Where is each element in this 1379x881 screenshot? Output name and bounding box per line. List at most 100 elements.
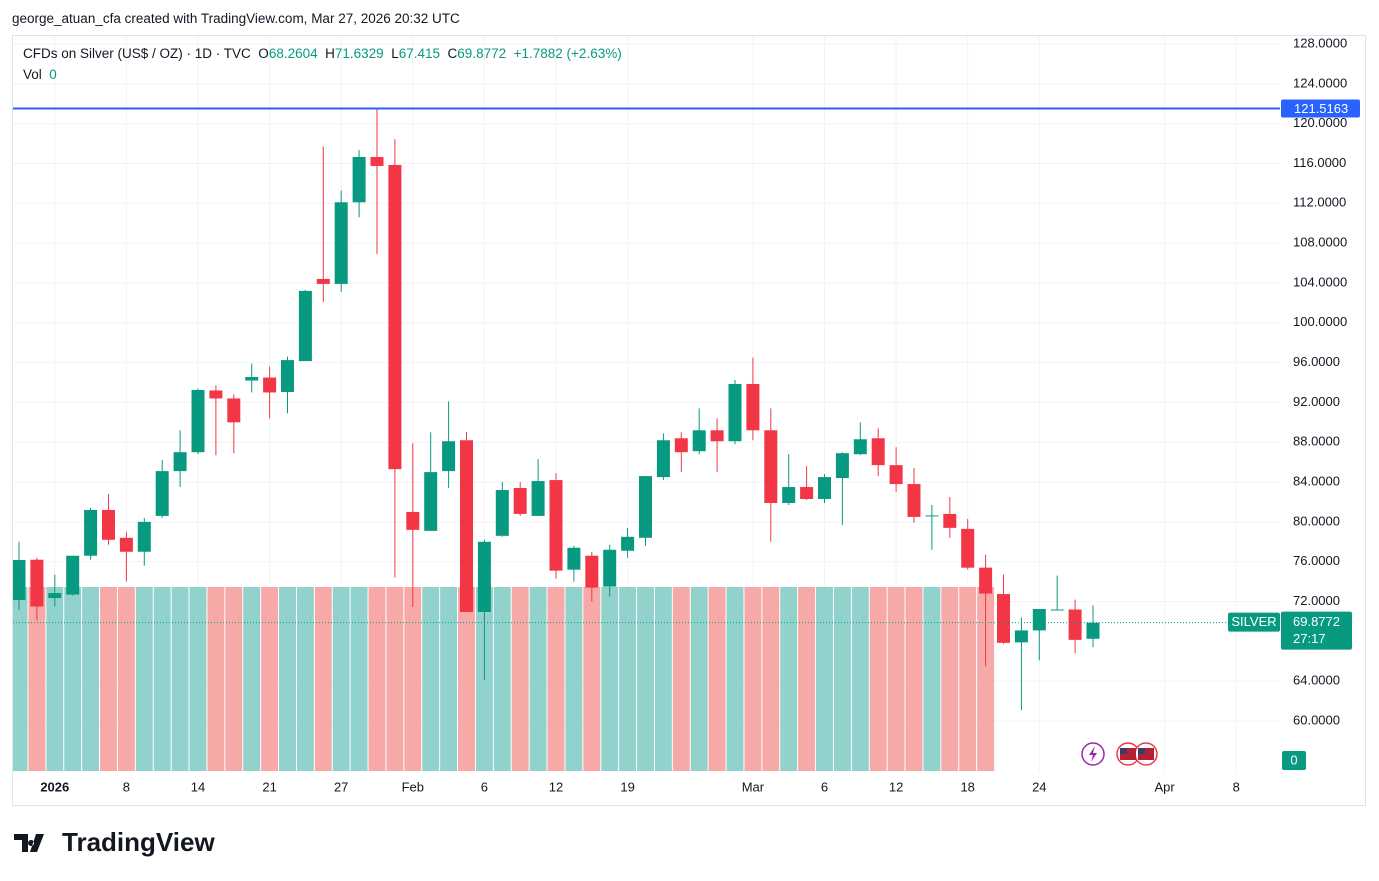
volume-bar — [619, 587, 637, 771]
title: CFDs on Silver (US$ / OZ) · 1D · TVC — [23, 46, 251, 61]
candle-body — [477, 541, 491, 612]
candle-body — [943, 513, 957, 528]
y-tick-label: 72.0000 — [1293, 593, 1340, 608]
candle-body — [531, 481, 545, 516]
candle-body — [997, 594, 1010, 643]
candle-body — [298, 290, 312, 362]
y-tick-label: 60.0000 — [1293, 712, 1340, 727]
candle-body — [442, 441, 456, 472]
ohlc-label: L — [391, 46, 399, 61]
volume-legend: Vol 0 — [23, 67, 57, 82]
x-tick-label: Apr — [1154, 779, 1175, 794]
ohlc-label: O — [258, 46, 269, 61]
candle-body — [406, 511, 420, 530]
candle-body — [871, 438, 885, 466]
volume-bar — [64, 587, 82, 771]
volume-bar — [46, 587, 64, 771]
volume-bar — [1085, 771, 1102, 772]
volume-bar — [1013, 771, 1030, 772]
symbol-box — [1228, 612, 1280, 632]
y-tick-label: 92.0000 — [1293, 394, 1340, 409]
candle-body — [173, 452, 187, 472]
volume-bar — [511, 587, 529, 771]
volume-bar — [672, 587, 690, 771]
volume-bar — [225, 587, 243, 771]
volume-bar — [637, 587, 654, 771]
volume-bar — [995, 771, 1012, 772]
x-tick-label: 2026 — [40, 779, 69, 794]
candle-body — [567, 547, 581, 570]
candle-body — [656, 440, 670, 478]
candle-body — [639, 476, 652, 538]
candle-body — [352, 157, 366, 203]
y-tick-label: 96.0000 — [1293, 354, 1340, 369]
candle-body — [1086, 622, 1100, 639]
volume-bar — [708, 587, 726, 771]
candle-body — [460, 440, 473, 612]
candle-body — [979, 567, 993, 594]
attribution: george_atuan_cfa created with TradingVie… — [12, 11, 460, 26]
volume-bar — [977, 587, 995, 771]
volume-bar — [279, 587, 296, 771]
candle-body — [48, 593, 62, 599]
ohlc-value: 67.415 — [398, 46, 441, 61]
candle-body — [853, 439, 867, 455]
volume-bar — [368, 587, 386, 771]
price-box — [1281, 611, 1352, 650]
ohlc-value: 71.6329 — [334, 46, 384, 61]
candle-body — [1068, 609, 1082, 640]
ohlc-value: 68.2604 — [268, 46, 318, 61]
x-tick-label: 12 — [549, 779, 563, 794]
candle-body — [692, 430, 706, 452]
volume-bar — [851, 587, 869, 771]
candle-body — [674, 438, 688, 453]
volume-bar — [386, 587, 404, 771]
volume-bar — [583, 587, 601, 771]
candle-body — [1050, 609, 1064, 611]
x-tick-label: 14 — [191, 779, 205, 794]
y-tick-label: 88.0000 — [1293, 434, 1340, 449]
y-tick-label: 84.0000 — [1293, 474, 1340, 489]
candle-body — [388, 164, 402, 470]
countdown: 27:17 — [1293, 631, 1326, 646]
volume-bar — [744, 587, 762, 771]
hline-label-box — [1281, 99, 1360, 118]
candle-body — [603, 549, 617, 587]
candle-body — [889, 465, 903, 485]
volume-bar — [458, 587, 475, 771]
ohlc-label: C — [447, 46, 458, 61]
y-tick-label: 116.0000 — [1293, 155, 1346, 170]
x-tick-label: 8 — [1233, 779, 1240, 794]
x-tick-label: 6 — [481, 779, 488, 794]
volume-bar — [798, 587, 816, 771]
ohlc-label: H — [325, 46, 335, 61]
candle-body — [1014, 630, 1028, 643]
volume-bar — [493, 587, 511, 771]
y-tick-label: 80.0000 — [1293, 513, 1340, 528]
candle-body — [728, 383, 742, 442]
volume-bar — [314, 587, 332, 771]
y-tick-label: 128.0000 — [1293, 35, 1347, 50]
candle-body — [263, 377, 277, 393]
candle-body — [424, 472, 438, 531]
y-tick-label: 124.0000 — [1293, 75, 1347, 90]
logo: TradingView — [14, 827, 215, 857]
candle-body — [137, 521, 151, 552]
candle-body — [746, 383, 760, 431]
candle-body — [191, 389, 205, 453]
candle-body — [13, 560, 26, 601]
y-tick-label: 64.0000 — [1293, 673, 1340, 688]
x-tick-label: 21 — [262, 779, 276, 794]
volume-bar — [565, 587, 583, 771]
volume-bar — [887, 587, 905, 771]
candle-body — [549, 480, 563, 571]
volume-bar — [296, 587, 314, 771]
candle-body — [334, 202, 348, 284]
candle-body — [907, 484, 921, 517]
x-tick-label: 18 — [960, 779, 974, 794]
symbol-label: SILVER — [1231, 614, 1276, 629]
candle-body — [370, 157, 384, 166]
volume-bar — [440, 587, 458, 771]
